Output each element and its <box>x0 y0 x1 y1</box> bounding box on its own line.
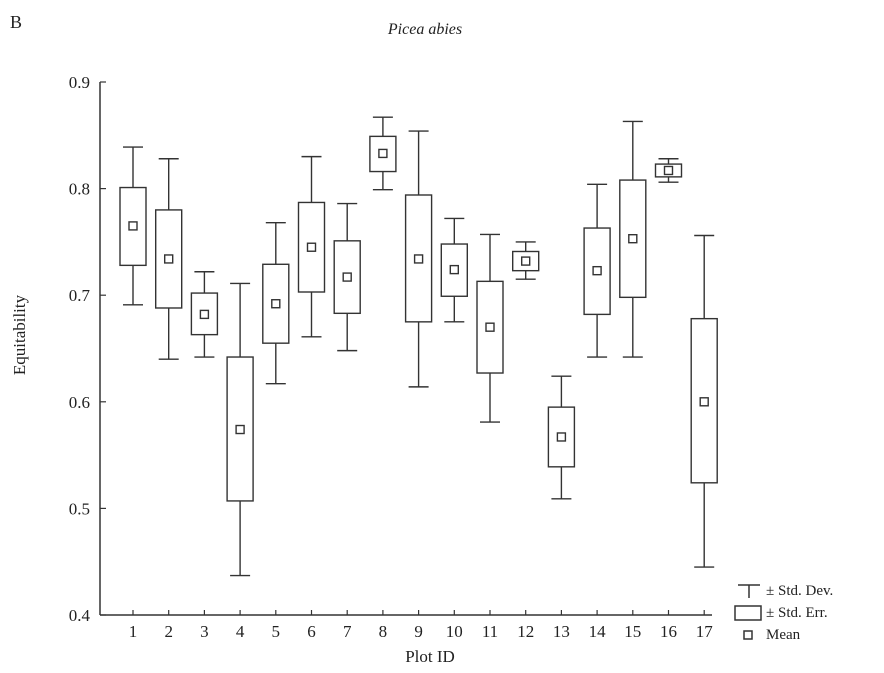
mean-marker <box>200 310 208 318</box>
mean-marker <box>450 266 458 274</box>
x-tick-label: 16 <box>660 622 677 641</box>
box-group-3: 3 <box>191 272 217 641</box>
legend-label: Mean <box>766 624 800 646</box>
x-tick-label: 3 <box>200 622 209 641</box>
box-symbol <box>732 602 766 624</box>
x-tick-label: 1 <box>129 622 138 641</box>
y-tick-label: 0.8 <box>69 180 90 199</box>
box-group-12: 12 <box>513 242 539 641</box>
whisker-symbol <box>732 580 766 602</box>
mean-marker <box>308 243 316 251</box>
mean-marker <box>629 235 637 243</box>
mean-marker <box>415 255 423 263</box>
box-group-14: 14 <box>584 184 610 641</box>
mean-marker <box>236 426 244 434</box>
legend: ± Std. Dev. ± Std. Err. Mean <box>732 580 833 646</box>
box-group-7: 7 <box>334 204 360 641</box>
y-tick-label: 0.6 <box>69 393 90 412</box>
mean-marker <box>665 166 673 174</box>
mean-symbol <box>732 624 766 646</box>
x-tick-label: 4 <box>236 622 245 641</box>
x-tick-label: 11 <box>482 622 498 641</box>
x-tick-label: 14 <box>589 622 607 641</box>
x-tick-label: 2 <box>164 622 173 641</box>
y-tick-label: 0.4 <box>69 606 91 625</box>
legend-item-std-dev: ± Std. Dev. <box>732 580 833 602</box>
y-tick-label: 0.7 <box>69 286 91 305</box>
box-group-10: 10 <box>441 218 467 641</box>
box-group-8: 8 <box>370 117 396 641</box>
x-tick-label: 17 <box>696 622 714 641</box>
mean-marker <box>165 255 173 263</box>
x-tick-label: 15 <box>624 622 641 641</box>
box-group-15: 15 <box>620 121 646 641</box>
box-group-6: 6 <box>299 157 325 641</box>
box-group-13: 13 <box>548 376 574 641</box>
box-group-1: 1 <box>120 147 146 641</box>
mean-marker <box>343 273 351 281</box>
x-tick-label: 12 <box>517 622 534 641</box>
x-tick-label: 13 <box>553 622 570 641</box>
legend-item-std-err: ± Std. Err. <box>732 602 833 624</box>
x-tick-label: 10 <box>446 622 463 641</box>
box-group-11: 11 <box>477 234 503 641</box>
mean-marker <box>272 300 280 308</box>
mean-marker <box>486 323 494 331</box>
mean-marker <box>522 257 530 265</box>
mean-marker <box>129 222 137 230</box>
x-tick-label: 7 <box>343 622 352 641</box>
mean-marker <box>557 433 565 441</box>
x-tick-label: 8 <box>379 622 388 641</box>
x-tick-label: 9 <box>414 622 423 641</box>
x-tick-label: 5 <box>272 622 281 641</box>
y-tick-label: 0.5 <box>69 499 90 518</box>
box-group-2: 2 <box>156 159 182 641</box>
mean-marker <box>379 149 387 157</box>
box-group-5: 5 <box>263 223 289 641</box>
box-group-9: 9 <box>406 131 432 641</box>
legend-label: ± Std. Err. <box>766 602 828 624</box>
box-group-16: 16 <box>656 159 682 641</box>
x-tick-label: 6 <box>307 622 316 641</box>
mean-marker <box>700 398 708 406</box>
legend-label: ± Std. Dev. <box>766 580 833 602</box>
legend-item-mean: Mean <box>732 624 833 646</box>
y-tick-label: 0.9 <box>69 73 90 92</box>
box-group-4: 4 <box>227 283 253 641</box>
box-group-17: 17 <box>691 236 717 641</box>
mean-marker <box>593 267 601 275</box>
